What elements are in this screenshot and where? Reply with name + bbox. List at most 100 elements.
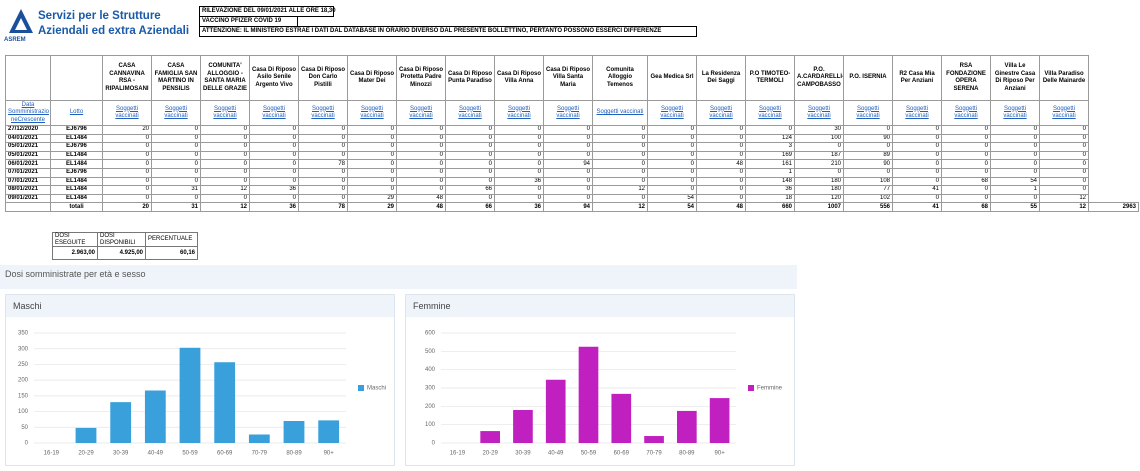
y-tick-label: 250: [18, 362, 29, 368]
lot-header[interactable]: Lotto: [50, 100, 103, 126]
site-subtitle: Aziendali ed extra Aziendali: [38, 25, 190, 37]
subheader-link[interactable]: Soggetti vaccinati: [745, 100, 795, 126]
value-cell: 0: [647, 176, 697, 187]
subheader-link[interactable]: Soggetti vaccinati: [102, 100, 152, 126]
subheader-link[interactable]: Soggetti vaccinati: [298, 100, 348, 126]
value-cell: 0: [445, 159, 495, 169]
value-cell: 0: [298, 176, 348, 187]
value-cell: 54: [990, 176, 1040, 187]
summary-table: DOSI ESEGUITE DOSI DISPONIBILI PERCENTUALE…: [52, 232, 198, 260]
chart: 0 50 100 150 200 250 300 350 16-19 20-29 30-39 40-4…: [18, 331, 386, 457]
value-cell: 120: [794, 193, 844, 204]
column-header: P.O TIMOTEO-TERMOLI: [745, 55, 795, 101]
subheader-link[interactable]: Soggetti vaccinati: [1039, 100, 1089, 126]
legend-label: Femmine: [757, 386, 783, 392]
x-tick-label: 80-89: [286, 451, 302, 457]
legend-swatch: [358, 385, 364, 391]
x-tick-label: 40-49: [548, 451, 564, 457]
subheader-link[interactable]: Soggetti vaccinati: [990, 100, 1040, 126]
value-cell: 48: [396, 193, 446, 204]
value-cell: 0: [696, 167, 746, 178]
column-header: COMUNITA' ALLOGGIO - SANTA MARIA DELLE G…: [200, 55, 250, 101]
value-cell: 0: [347, 167, 397, 178]
y-tick-label: 400: [425, 367, 436, 373]
vaccination-table: CASA CANNAVINA RSA - RIPALIMOSANI CASA FA…: [5, 55, 1139, 212]
subheader-link[interactable]: Soggetti vaccinati: [647, 100, 697, 126]
total-cell: 660: [745, 202, 795, 212]
subheader-link[interactable]: Soggetti vaccinati: [794, 100, 844, 126]
subheader-link[interactable]: Soggetti vaccinati: [445, 100, 495, 126]
value-cell: 0: [941, 159, 991, 169]
bar: [248, 434, 270, 443]
value-cell: 102: [843, 193, 893, 204]
subheader-link[interactable]: Soggetti vaccinati: [200, 100, 250, 126]
date-cell: 08/01/2021: [5, 185, 51, 195]
value-cell: 0: [298, 133, 348, 144]
value-cell: 0: [592, 125, 648, 135]
value-cell: 0: [647, 125, 697, 135]
summary-header: DOSI DISPONIBILI: [97, 232, 146, 247]
value-cell: 0: [102, 185, 152, 195]
bar: [545, 379, 566, 443]
value-cell: 0: [151, 159, 201, 169]
subheader-row: Data Somministrazio neCrescente Lotto Sogg…: [5, 100, 1139, 126]
subheader-link[interactable]: Soggetti vaccinati: [347, 100, 397, 126]
value-cell: 90: [843, 133, 893, 144]
subheader-link[interactable]: Soggetti vaccinati: [941, 100, 991, 126]
value-cell: 0: [892, 176, 942, 187]
value-cell: 89: [843, 150, 893, 161]
section-title: Dosi somministrate per età e sesso: [0, 265, 797, 289]
subheader-link[interactable]: Soggetti vaccinati: [696, 100, 746, 126]
value-cell: 0: [543, 133, 593, 144]
column-header: Comunita Alloggio Temenos: [592, 55, 648, 101]
value-cell: 0: [249, 142, 299, 152]
value-cell: 0: [592, 167, 648, 178]
value-cell: 0: [696, 185, 746, 195]
value-cell: 0: [347, 125, 397, 135]
value-cell: 29: [347, 193, 397, 204]
subheader-link[interactable]: Soggetti vaccinati: [592, 100, 648, 126]
subheader-link[interactable]: Soggetti vaccinati: [892, 100, 942, 126]
bar: [480, 431, 500, 443]
subheader-link[interactable]: Soggetti vaccinati: [843, 100, 893, 126]
chart-header: Maschi: [6, 295, 394, 317]
value-cell: 0: [200, 125, 250, 135]
subheader-link[interactable]: Soggetti vaccinati: [151, 100, 201, 126]
x-tick-label: 60-69: [217, 451, 233, 457]
total-cell: 68: [941, 202, 991, 212]
empty-cell: [1089, 168, 1139, 177]
value-cell: 0: [892, 142, 942, 152]
empty-cell: [1089, 126, 1139, 135]
value-cell: 0: [396, 150, 446, 161]
column-header: Casa Di Riposo Don Carlo Pistilli: [298, 55, 348, 101]
value-cell: 0: [696, 133, 746, 144]
subheader-link[interactable]: Soggetti vaccinati: [396, 100, 446, 126]
value-cell: 0: [347, 185, 397, 195]
empty-cell: [5, 202, 51, 212]
value-cell: 0: [794, 167, 844, 178]
subheader-link[interactable]: Soggetti vaccinati: [249, 100, 299, 126]
subheader-link[interactable]: Soggetti vaccinati: [543, 100, 593, 126]
bar: [513, 410, 533, 443]
value-cell: 0: [696, 176, 746, 187]
subheader-link[interactable]: Soggetti vaccinati: [494, 100, 544, 126]
chart: 0 100 200 300 400 500 600 16-19 20-29 30-39 40-49 5…: [425, 331, 783, 457]
x-tick-label: 40-49: [148, 451, 164, 457]
value-cell: 0: [941, 142, 991, 152]
date-header[interactable]: Data Somministrazio neCrescente: [5, 100, 51, 126]
value-cell: 0: [445, 150, 495, 161]
value-cell: 0: [102, 133, 152, 144]
y-tick-label: 200: [18, 378, 29, 384]
value-cell: 0: [592, 142, 648, 152]
value-cell: 0: [347, 142, 397, 152]
column-header: Casa Di Riposo Asilo Senile Argento Vivo: [249, 55, 299, 101]
empty-cell: [50, 55, 103, 101]
value-cell: 0: [543, 142, 593, 152]
lot-cell: EL1484: [50, 176, 103, 187]
data-row: 07/01/2021 EJ6796 0 0 0 0 0 0 0 0 0 0 0 0 0 1 0 0 0 0 0 0: [5, 167, 1139, 178]
value-cell: 0: [696, 125, 746, 135]
value-cell: 0: [592, 193, 648, 204]
value-cell: 180: [794, 185, 844, 195]
value-cell: 0: [151, 125, 201, 135]
value-cell: 0: [990, 142, 1040, 152]
